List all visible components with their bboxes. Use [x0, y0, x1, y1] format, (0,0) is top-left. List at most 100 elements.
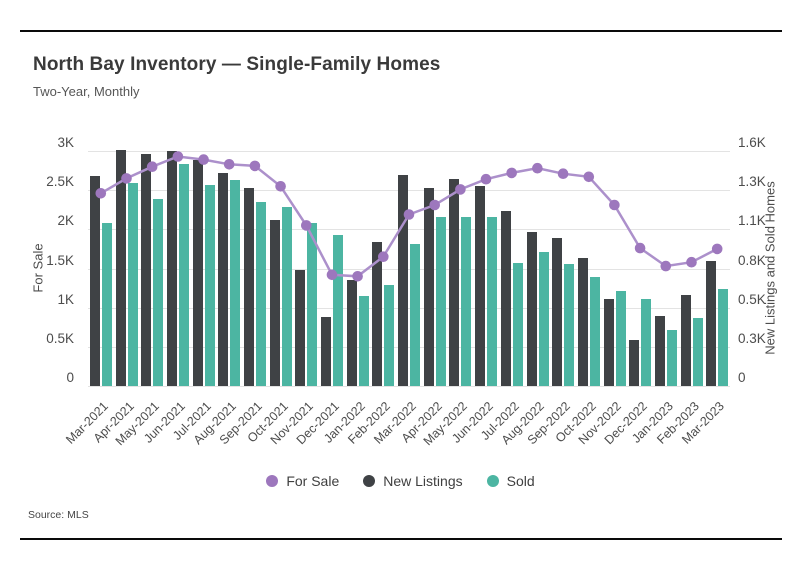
- bar-group: [371, 151, 397, 386]
- bar-sold: [153, 199, 164, 386]
- right-axis-tick: 1.6K: [738, 135, 766, 150]
- bar-group: [679, 151, 705, 386]
- bar-group: [525, 151, 551, 386]
- bar-sold: [435, 217, 446, 386]
- bar-sold: [307, 222, 318, 386]
- bar-new-listings: [603, 299, 614, 386]
- bar-sold: [641, 299, 652, 386]
- bar-new-listings: [629, 340, 640, 386]
- bar-sold: [564, 264, 575, 386]
- source-note: Source: MLS: [28, 509, 89, 521]
- for-sale-marker: [403, 209, 415, 220]
- bar-new-listings: [295, 269, 306, 386]
- gridline: [88, 151, 730, 152]
- bar-sold: [512, 262, 523, 386]
- bar-new-listings: [346, 280, 357, 386]
- for-sale-marker: [352, 271, 363, 282]
- legend-label: Sold: [506, 473, 535, 489]
- plot-area: [88, 149, 730, 387]
- bar-new-listings: [218, 173, 229, 386]
- bar-new-listings: [166, 151, 177, 386]
- for-sale-marker: [609, 199, 620, 211]
- bar-sold: [666, 330, 677, 386]
- for-sale-marker: [634, 242, 646, 254]
- for-sale-marker: [480, 173, 492, 185]
- bar-sold: [230, 180, 241, 386]
- bar-new-listings: [398, 174, 409, 386]
- bar-group: [191, 151, 217, 386]
- left-axis-tick: 0.5K: [46, 331, 74, 346]
- left-axis-tick: 1.5K: [46, 253, 74, 268]
- legend-label: New Listings: [383, 473, 463, 489]
- bar-new-listings: [706, 261, 717, 386]
- bar-group: [473, 151, 499, 386]
- bar-group: [448, 151, 474, 386]
- bar-group: [627, 151, 653, 386]
- for-sale-marker: [532, 162, 543, 174]
- right-axis-tick: 1.3K: [738, 174, 766, 189]
- for-sale-marker: [660, 260, 672, 272]
- bar-group: [550, 151, 576, 386]
- new-listings-dot-icon: [363, 475, 376, 487]
- bar-new-listings: [552, 237, 563, 386]
- bar-new-listings: [423, 187, 434, 386]
- bar-sold: [178, 164, 189, 386]
- bar-group: [139, 151, 165, 386]
- bar-sold: [487, 217, 498, 386]
- legend-item-sold: Sold: [486, 473, 535, 489]
- bar-group: [345, 151, 371, 386]
- for-sale-marker: [223, 159, 235, 170]
- bottom-divider: [20, 538, 782, 540]
- sold-dot-icon: [486, 475, 499, 487]
- bars-layer: [88, 149, 730, 386]
- legend-label: For Sale: [286, 473, 340, 489]
- bar-group: [576, 151, 602, 386]
- right-axis-ticks: 1.6K 1.3K 1.1K 0.8K 0.5K 0.3K 0: [738, 135, 790, 386]
- bar-sold: [384, 284, 395, 386]
- bar-sold: [718, 289, 729, 386]
- bar-sold: [281, 206, 292, 386]
- gridline: [88, 229, 730, 230]
- bar-new-listings: [192, 159, 203, 386]
- left-axis-ticks: 3K 2.5K 2K 1.5K 1K 0.5K 0: [30, 135, 80, 386]
- bar-sold: [615, 290, 626, 386]
- for-sale-marker: [686, 256, 697, 268]
- bar-sold: [333, 234, 344, 386]
- bar-group: [396, 151, 422, 386]
- x-axis-labels: Mar-2021 Apr-2021 May-2021 Jun-2021 Jul-2021…: [63, 389, 730, 461]
- bar-group: [114, 149, 140, 386]
- bar-new-listings: [89, 175, 100, 386]
- left-axis-tick: 3K: [57, 135, 74, 150]
- bar-new-listings: [475, 186, 486, 386]
- left-axis-tick: 2K: [57, 213, 74, 228]
- bar-new-listings: [243, 187, 254, 386]
- right-axis-tick: 0: [738, 370, 746, 385]
- left-axis-tick: 2.5K: [46, 174, 74, 189]
- bar-group: [499, 151, 525, 386]
- bar-new-listings: [654, 315, 665, 386]
- bar-sold: [101, 222, 112, 386]
- bar-sold: [410, 243, 421, 386]
- left-axis-tick: 0: [66, 370, 74, 385]
- right-axis-tick: 0.8K: [738, 253, 766, 268]
- for-sale-marker: [378, 251, 389, 262]
- bar-new-listings: [321, 316, 332, 386]
- bar-sold: [589, 277, 600, 386]
- bar-sold: [127, 183, 138, 386]
- gridline: [88, 269, 730, 270]
- bar-sold: [538, 252, 549, 386]
- for-sale-marker: [95, 188, 107, 199]
- for-sale-line-layer: [95, 151, 723, 282]
- bar-group: [88, 151, 114, 386]
- legend-item-for-sale: For Sale: [266, 473, 339, 489]
- for-sale-marker: [172, 151, 184, 162]
- chart-subtitle: Two-Year, Monthly: [33, 84, 140, 99]
- bar-new-listings: [526, 231, 537, 386]
- legend: For Sale New Listings Sold: [0, 473, 801, 489]
- bar-group: [602, 151, 628, 386]
- bar-new-listings: [680, 294, 691, 386]
- bar-new-listings: [372, 242, 383, 386]
- for-sale-marker: [146, 161, 158, 172]
- bar-new-listings: [500, 211, 511, 386]
- bar-sold: [255, 202, 266, 386]
